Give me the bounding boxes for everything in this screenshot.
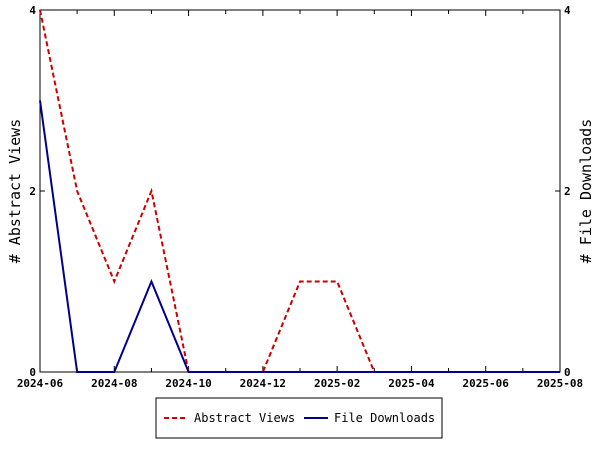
axis-ticks xyxy=(39,9,561,373)
x-tick-label: 2024-10 xyxy=(165,377,211,390)
y2-tick-label: 4 xyxy=(564,4,571,17)
y-tick-label: 2 xyxy=(29,185,36,198)
y-tick-label: 0 xyxy=(29,366,36,379)
series-line-abstract-views xyxy=(39,9,560,373)
legend-label-file-downloads: File Downloads xyxy=(334,411,435,425)
legend-box xyxy=(155,397,443,439)
x-tick-label: 2025-08 xyxy=(537,377,583,390)
x-tick-label: 2025-02 xyxy=(314,377,360,390)
series-line-file-downloads xyxy=(39,100,560,373)
y2-axis-title: # File Downloads xyxy=(577,119,595,264)
tick-labels: 2024-06 2024-08 2024-10 2024-12 2025-02 2025-… xyxy=(17,4,583,390)
series-lines xyxy=(39,9,560,373)
legend-label-abstract-views: Abstract Views xyxy=(194,411,295,425)
x-tick-label: 2025-06 xyxy=(463,377,510,390)
x-tick-label: 2024-12 xyxy=(240,377,286,390)
y2-tick-label: 2 xyxy=(564,185,571,198)
y-tick-label: 4 xyxy=(29,4,36,17)
legend: Abstract Views File Downloads xyxy=(155,397,443,439)
plot-area-frame xyxy=(39,9,561,373)
x-tick-label: 2024-06 xyxy=(17,377,64,390)
y2-tick-label: 0 xyxy=(564,366,571,379)
x-tick-label: 2024-08 xyxy=(91,377,137,390)
y-axis-title: # Abstract Views xyxy=(6,119,24,264)
x-tick-label: 2025-04 xyxy=(388,377,435,390)
